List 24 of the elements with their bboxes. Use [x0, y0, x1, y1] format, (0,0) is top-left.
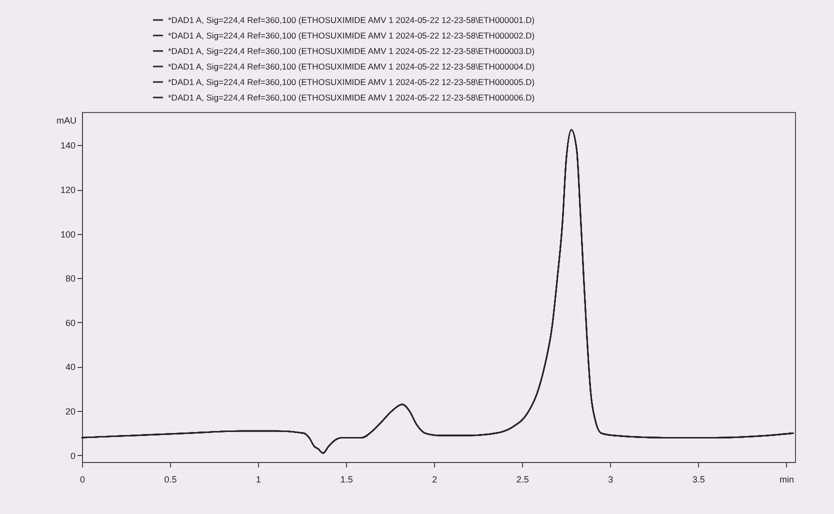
- x-tick-label: 3: [608, 474, 614, 484]
- legend-label: *DAD1 A, Sig=224,4 Ref=360,100 (ETHOSUXIMIDE AMV 1 2024-05-22 12-23-58\ETH000004.D): [168, 62, 535, 72]
- y-tick-label: 140: [60, 140, 76, 151]
- x-tick-label: 2.5: [516, 474, 529, 484]
- x-tick-label: 1: [256, 474, 262, 484]
- y-tick-label: 80: [65, 274, 76, 284]
- legend-label: *DAD1 A, Sig=224,4 Ref=360,100 (ETHOSUXIMIDE AMV 1 2024-05-22 12-23-58\ETH000003.D): [168, 46, 535, 56]
- legend-label: *DAD1 A, Sig=224,4 Ref=360,100 (ETHOSUXIMIDE AMV 1 2024-05-22 12-23-58\ETH000002.D): [168, 30, 535, 40]
- legend-label: *DAD1 A, Sig=224,4 Ref=360,100 (ETHOSUXIMIDE AMV 1 2024-05-22 12-23-58\ETH000005.D): [168, 77, 535, 87]
- legend-label: *DAD1 A, Sig=224,4 Ref=360,100 (ETHOSUXIMIDE AMV 1 2024-05-22 12-23-58\ETH000006.D): [168, 92, 535, 102]
- x-tick-label: 3.5: [692, 474, 705, 484]
- x-tick-label: 2: [432, 474, 438, 484]
- y-tick-label: 120: [60, 185, 76, 196]
- y-tick-label: 20: [65, 406, 76, 417]
- legend-label: *DAD1 A, Sig=224,4 Ref=360,100 (ETHOSUXIMIDE AMV 1 2024-05-22 12-23-58\ETH000001.D): [168, 15, 535, 25]
- y-tick-label: 40: [65, 362, 76, 372]
- y-tick-label: 0: [70, 450, 76, 461]
- x-tick-label: 0: [80, 474, 86, 484]
- x-tick-label: 0.5: [164, 474, 177, 484]
- x-tick-label: min: [779, 474, 794, 484]
- x-tick-label: 1.5: [340, 474, 353, 484]
- y-tick-label: 100: [60, 229, 76, 240]
- y-tick-label: 60: [65, 318, 76, 328]
- y-axis-title: mAU: [56, 116, 76, 126]
